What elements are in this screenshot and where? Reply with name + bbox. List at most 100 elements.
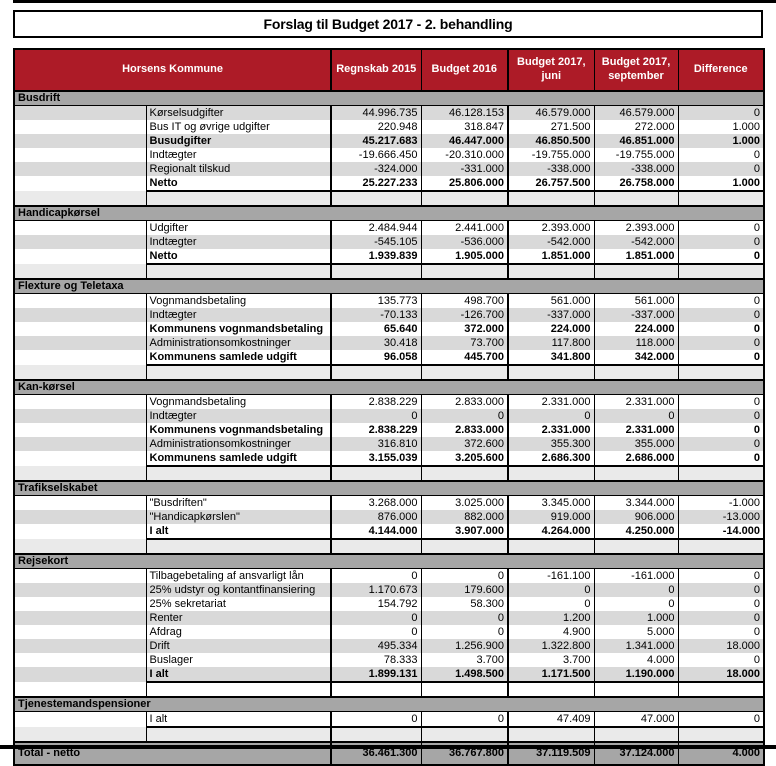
spacer-label-cell xyxy=(145,466,332,481)
page-title-text: Forslag til Budget 2017 - 2. behandling xyxy=(263,16,513,32)
row-indent-cell xyxy=(14,711,146,727)
spacer-value-cell xyxy=(677,539,765,554)
value-cell: -337.000 xyxy=(507,308,595,322)
spacer-value-cell xyxy=(593,539,679,554)
data-row: Indtægter -70.133 -126.700 -337.000 -337.000… xyxy=(14,308,765,322)
row-label: 25% sekretariat xyxy=(145,597,332,611)
spacer-value-cell xyxy=(507,466,595,481)
row-indent-cell xyxy=(14,611,146,625)
value-cell: 0 xyxy=(677,350,765,366)
value-cell: 1.899.131 xyxy=(330,667,422,683)
header-col-budget-2017-september: Budget 2017, september xyxy=(593,49,679,91)
value-cell: -337.000 xyxy=(593,308,679,322)
value-cell: 271.500 xyxy=(507,120,595,134)
spacer-label-cell xyxy=(145,191,332,206)
spacer-label-cell xyxy=(145,682,332,697)
value-cell: 0 xyxy=(677,220,765,235)
value-cell: -14.000 xyxy=(677,524,765,540)
spacer-value-cell xyxy=(420,466,509,481)
spacer-indent-cell xyxy=(14,191,146,206)
spacer-value-cell xyxy=(507,264,595,279)
section-header-row: Busdrift xyxy=(14,90,765,106)
value-cell: 1.851.000 xyxy=(593,249,679,265)
value-cell: 0 xyxy=(420,568,509,583)
spacer-value-cell xyxy=(677,264,765,279)
value-cell: -13.000 xyxy=(677,510,765,524)
row-indent-cell xyxy=(14,105,146,120)
data-row: Vognmandsbetaling 135.773 498.700 561.000 56… xyxy=(14,293,765,308)
value-cell: -161.100 xyxy=(507,568,595,583)
row-indent-cell xyxy=(14,336,146,350)
table-body: Busdrift Kørselsudgifter 44.996.735 46.128.… xyxy=(14,90,765,765)
row-label: Vognmandsbetaling xyxy=(145,394,332,409)
row-label: Busudgifter xyxy=(145,134,332,148)
value-cell: 25.806.000 xyxy=(420,176,509,192)
spacer-label-cell xyxy=(145,264,332,279)
value-cell: 2.838.229 xyxy=(330,423,422,437)
value-cell: 0 xyxy=(677,711,765,728)
value-cell: -338.000 xyxy=(507,162,595,176)
section-header-row: Tjenestemandspensioner xyxy=(14,696,765,712)
value-cell: 3.155.039 xyxy=(330,451,422,467)
spacer-value-cell xyxy=(593,682,679,697)
value-cell: 2.331.000 xyxy=(593,423,679,437)
spacer-indent-cell xyxy=(14,365,146,380)
data-row: Administrationsomkostninger 316.810 372.60… xyxy=(14,437,765,451)
row-label: Kørselsudgifter xyxy=(145,105,332,120)
section-header-row: Rejsekort xyxy=(14,553,765,569)
data-row: Netto 25.227.233 25.806.000 26.757.500 26.75… xyxy=(14,176,765,192)
data-row: Administrationsomkostninger 30.418 73.700 1… xyxy=(14,336,765,350)
spacer-value-cell xyxy=(330,191,422,206)
value-cell: 1.170.673 xyxy=(330,583,422,597)
row-indent-cell xyxy=(14,409,146,423)
row-label: Kommunens samlede udgift xyxy=(145,451,332,467)
row-indent-cell xyxy=(14,667,146,682)
row-indent-cell xyxy=(14,423,146,437)
data-row: Udgifter 2.484.944 2.441.000 2.393.000 2.393… xyxy=(14,220,765,235)
data-row: Buslager 78.333 3.700 3.700 4.000 0 xyxy=(14,653,765,667)
value-cell: 0 xyxy=(330,711,422,728)
value-cell: -19.666.450 xyxy=(330,148,422,162)
row-label: Udgifter xyxy=(145,220,332,235)
row-label: Administrationsomkostninger xyxy=(145,336,332,350)
value-cell: 3.345.000 xyxy=(507,495,595,510)
row-indent-cell xyxy=(14,583,146,597)
value-cell: 445.700 xyxy=(420,350,509,366)
value-cell: -331.000 xyxy=(420,162,509,176)
row-indent-cell xyxy=(14,394,146,409)
spacer-value-cell xyxy=(507,727,595,742)
data-row: Bus IT og øvrige udgifter 220.948 318.847 2… xyxy=(14,120,765,134)
value-cell: 26.757.500 xyxy=(507,176,595,192)
row-label: Kommunens vognmandsbetaling xyxy=(145,322,332,336)
value-cell: 46.579.000 xyxy=(507,105,595,120)
row-indent-cell xyxy=(14,451,146,466)
row-label: I alt xyxy=(145,711,332,728)
value-cell: 355.000 xyxy=(593,437,679,451)
value-cell: 0 xyxy=(677,336,765,350)
row-indent-cell xyxy=(14,120,146,134)
value-cell: 4.264.000 xyxy=(507,524,595,540)
value-cell: 272.000 xyxy=(593,120,679,134)
spacer-row xyxy=(14,539,765,554)
value-cell: 1.905.000 xyxy=(420,249,509,265)
value-cell: 561.000 xyxy=(593,293,679,308)
row-label: Tilbagebetaling af ansvarligt lån xyxy=(145,568,332,583)
row-indent-cell xyxy=(14,625,146,639)
data-row: I alt 1.899.131 1.498.500 1.171.500 1.190.00… xyxy=(14,667,765,683)
value-cell: -542.000 xyxy=(507,235,595,249)
header-col-budget-2016: Budget 2016 xyxy=(420,49,509,91)
data-row: "Busdriften" 3.268.000 3.025.000 3.345.000 3… xyxy=(14,495,765,510)
value-cell: -161.000 xyxy=(593,568,679,583)
value-cell: -545.105 xyxy=(330,235,422,249)
row-label: Drift xyxy=(145,639,332,653)
spacer-indent-cell xyxy=(14,539,146,554)
value-cell: 0 xyxy=(677,437,765,451)
value-cell: 0 xyxy=(677,451,765,467)
value-cell: 117.800 xyxy=(507,336,595,350)
top-rule xyxy=(13,0,776,3)
spacer-value-cell xyxy=(420,682,509,697)
value-cell: -542.000 xyxy=(593,235,679,249)
value-cell: 1.256.900 xyxy=(420,639,509,653)
spacer-value-cell xyxy=(420,365,509,380)
value-cell: 316.810 xyxy=(330,437,422,451)
